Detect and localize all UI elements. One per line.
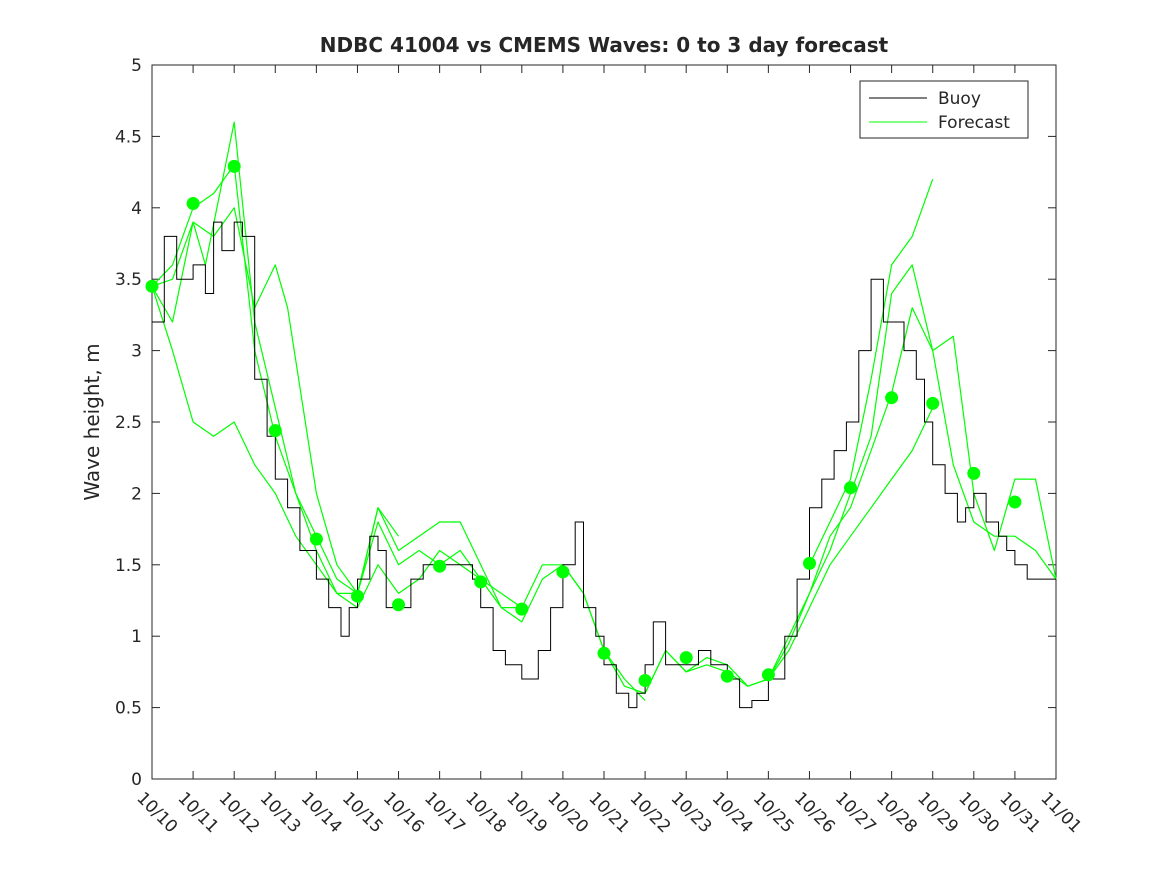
x-tick-label: 10/10: [132, 788, 181, 837]
x-tick-label: 10/31: [995, 788, 1044, 837]
x-tick-label: 10/13: [256, 788, 305, 837]
x-tick-label: 10/25: [749, 788, 798, 837]
x-tick-label: 10/14: [297, 788, 346, 837]
forecast-marker: [351, 589, 364, 603]
x-tick-label: 10/22: [626, 788, 675, 837]
x-tick-label: 10/23: [667, 788, 716, 837]
y-tick-label: 2.5: [115, 413, 142, 433]
x-tick-label: 10/30: [954, 788, 1003, 837]
forecast-marker: [844, 481, 857, 495]
y-tick-label: 4.5: [115, 127, 142, 147]
forecast-marker: [967, 466, 981, 480]
forecast-marker: [309, 532, 323, 546]
x-tick-label: 10/27: [831, 788, 880, 837]
x-tick-label: 10/28: [872, 788, 921, 837]
forecast-marker: [392, 598, 405, 612]
y-axis-label: Wave height, m: [80, 343, 104, 500]
x-tick-label: 10/15: [338, 788, 387, 837]
y-tick-label: 1.5: [115, 556, 142, 576]
y-tick-label: 5: [131, 56, 142, 76]
x-tick-label: 10/20: [543, 788, 592, 837]
series-layer: [145, 121, 1057, 709]
legend-forecast-label: Forecast: [938, 113, 1010, 133]
forecast-marker: [515, 602, 529, 616]
y-tick-label: 0.5: [115, 699, 142, 719]
forecast-marker: [433, 559, 447, 573]
chart-title: NDBC 41004 vs CMEMS Waves: 0 to 3 day fo…: [320, 33, 889, 57]
x-tick-label: 10/18: [461, 788, 510, 837]
forecast-marker: [679, 651, 693, 665]
y-tick-label: 4: [131, 199, 142, 219]
x-tick-label: 10/16: [379, 788, 428, 837]
forecast-line-4: [151, 286, 934, 694]
x-tick-label: 10/24: [708, 788, 757, 837]
forecast-marker: [145, 279, 159, 293]
forecast-marker: [597, 646, 611, 660]
legend-box: [859, 80, 1029, 139]
y-tick-label: 3: [131, 342, 142, 362]
forecast-marker: [556, 565, 570, 579]
forecast-marker: [926, 396, 940, 410]
legend: Buoy Forecast: [859, 80, 1029, 139]
x-tick-label: 10/11: [174, 788, 223, 837]
x-tick-label: 10/21: [584, 788, 633, 837]
y-tick-label: 0: [131, 770, 142, 790]
y-tick-label: 1: [131, 627, 142, 647]
x-tick-label: 10/26: [790, 788, 839, 837]
x-tick-label: 10/12: [215, 788, 264, 837]
buoy-line: [152, 221, 1056, 709]
legend-buoy-label: Buoy: [938, 89, 981, 109]
forecast-marker: [885, 391, 899, 405]
forecast-marker: [761, 668, 775, 682]
y-tick-label: 2: [131, 484, 142, 504]
y-tick-label: 3.5: [115, 270, 142, 290]
forecast-marker: [268, 424, 282, 438]
x-tick-label: 10/29: [913, 788, 962, 837]
forecast-marker: [1008, 495, 1022, 509]
forecast-marker: [186, 197, 200, 210]
forecast-marker: [227, 159, 241, 173]
forecast-line-6: [767, 264, 1057, 680]
forecast-marker: [474, 575, 488, 589]
forecast-marker: [720, 669, 734, 683]
x-tick-label: 11/01: [1036, 788, 1085, 837]
forecast-line-7: [808, 178, 934, 566]
x-tick-label: 10/17: [420, 788, 469, 837]
x-tick-label: 10/19: [502, 788, 551, 837]
y-axis-ticks: 0 0.5 1 1.5 2 2.5 3 3.5 4 4.5 5: [115, 56, 1056, 790]
forecast-marker: [638, 674, 652, 687]
forecast-marker: [803, 556, 816, 570]
plot-area: [151, 64, 1057, 780]
